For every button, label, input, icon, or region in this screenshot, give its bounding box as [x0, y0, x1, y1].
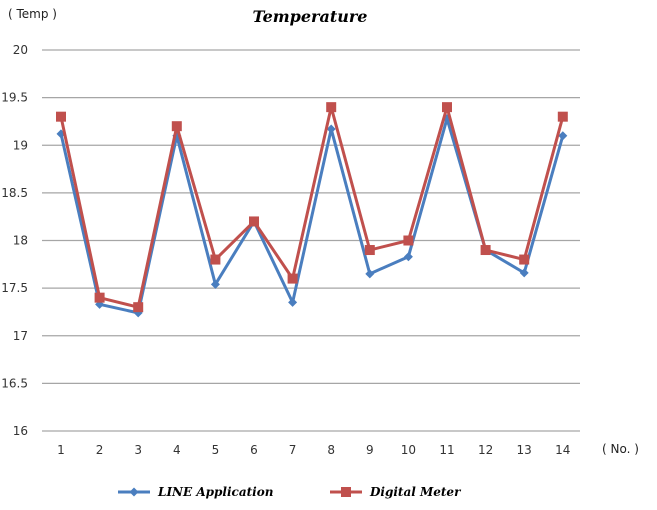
data-point [249, 216, 259, 227]
x-tick-label: 9 [366, 443, 374, 457]
legend-label: Digital Meter [369, 485, 462, 499]
data-point [558, 131, 568, 141]
data-point [287, 273, 298, 284]
data-point [403, 252, 413, 262]
data-point [519, 268, 529, 278]
x-tick-label: 7 [289, 443, 297, 457]
data-point [364, 245, 375, 256]
x-axis-unit-label: ( No. ) [602, 442, 639, 456]
y-tick-label: 20 [13, 43, 28, 57]
x-tick-label: 3 [134, 443, 142, 457]
y-tick-label: 19 [13, 138, 28, 152]
data-point [210, 254, 221, 265]
data-point [288, 297, 298, 307]
legend-marker [129, 487, 139, 497]
data-point [210, 279, 220, 289]
x-tick-label: 12 [478, 443, 493, 457]
legend: LINE Application Digital Meter [118, 485, 462, 499]
data-point [171, 121, 182, 132]
data-point [133, 302, 144, 313]
data-point [326, 124, 336, 134]
y-axis-ticks: 16 16.5 17 17.5 18 18.5 19 19.5 20 [1, 43, 28, 438]
chart-title: Temperature [253, 7, 368, 26]
data-point [480, 245, 491, 256]
data-point [442, 102, 452, 113]
legend-label: LINE Application [157, 485, 273, 499]
data-point [519, 254, 530, 265]
x-tick-label: 2 [96, 443, 104, 457]
x-axis-ticks: 1 2 3 4 5 6 7 8 9 10 11 12 13 14 [57, 443, 570, 457]
series-group [56, 102, 568, 318]
y-tick-label: 16.5 [1, 376, 28, 390]
data-point [365, 269, 375, 279]
legend-marker [341, 487, 351, 497]
x-tick-label: 10 [401, 443, 416, 457]
y-tick-label: 17 [13, 329, 28, 343]
data-point [557, 111, 568, 122]
y-axis-unit-label: ( Temp ) [8, 7, 57, 21]
x-tick-label: 8 [327, 443, 335, 457]
x-tick-label: 5 [212, 443, 220, 457]
data-point [326, 102, 337, 113]
y-tick-label: 17.5 [1, 281, 28, 295]
x-tick-label: 1 [57, 443, 65, 457]
series-line-1 [59, 117, 565, 315]
x-tick-label: 11 [439, 443, 454, 457]
x-tick-label: 6 [250, 443, 258, 457]
y-tick-label: 16 [13, 424, 28, 438]
grid-lines [42, 49, 580, 432]
series-line-2 [59, 105, 565, 309]
y-tick-label: 19.5 [1, 91, 28, 105]
x-tick-label: 14 [555, 443, 570, 457]
data-point [56, 111, 66, 122]
data-point [403, 235, 414, 246]
y-tick-label: 18.5 [1, 186, 28, 200]
y-tick-label: 18 [13, 234, 28, 248]
data-point [94, 292, 105, 303]
x-tick-label: 4 [173, 443, 181, 457]
x-tick-label: 13 [517, 443, 532, 457]
